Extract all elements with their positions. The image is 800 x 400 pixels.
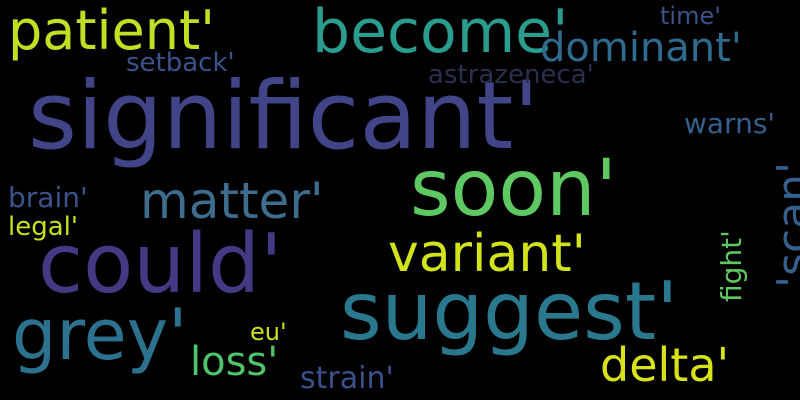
word-matter: matter' (140, 172, 324, 230)
word-scan: 'scan' (768, 161, 800, 288)
word-time: time' (660, 2, 721, 30)
word-eu: eu' (250, 318, 287, 346)
word-could: could' (38, 217, 283, 312)
word-significant: significant' (28, 62, 540, 171)
word-grey: grey' (12, 294, 188, 376)
word-brain: brain' (8, 181, 88, 214)
word-warns: warns' (684, 107, 776, 140)
word-dominant: dominant' (540, 25, 742, 71)
word-setback: setback' (126, 48, 235, 78)
word-legal: legal' (8, 212, 79, 242)
word-suggest: suggest' (340, 265, 679, 358)
word-delta: delta' (600, 338, 730, 392)
word-strain: strain' (300, 361, 394, 396)
word-astrazeneca: astrazeneca' (428, 60, 594, 90)
word-fight: fight' (715, 230, 748, 302)
word-become: become' (312, 0, 569, 67)
word-patient: patient' (8, 0, 216, 62)
word-variant: variant' (388, 224, 586, 284)
word-loss: loss' (190, 339, 279, 385)
word-soon: soon' (410, 144, 617, 234)
